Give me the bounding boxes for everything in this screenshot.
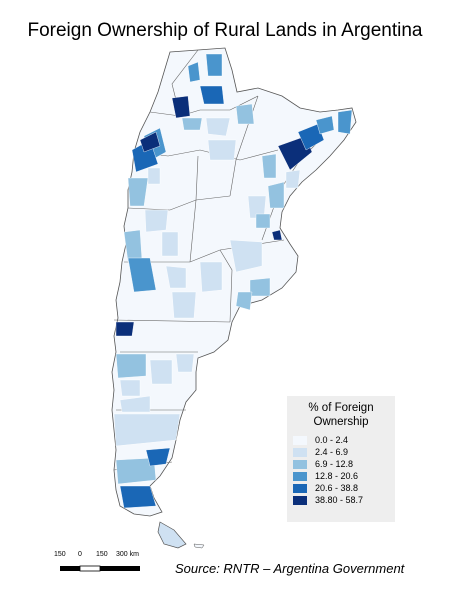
legend-item: 20.6 - 38.8 xyxy=(293,482,395,494)
scale-bar-labels: 150 0 150 300 km xyxy=(54,551,164,561)
legend-item: 38.80 - 58.7 xyxy=(293,494,395,506)
legend-label: 2.4 - 6.9 xyxy=(315,447,349,457)
legend-title-line1: % of Foreign xyxy=(308,402,374,414)
legend-item: 0.0 - 2.4 xyxy=(293,434,395,446)
patch-mid-4 xyxy=(161,231,179,257)
patch-s-1 xyxy=(115,321,135,337)
patch-ne-4 xyxy=(337,109,353,135)
patch-nw-11 xyxy=(205,117,231,137)
patch-s-9 xyxy=(119,485,157,509)
legend-label: 0.0 - 2.4 xyxy=(315,435,349,445)
legend-swatch xyxy=(293,459,307,469)
patch-ne-9 xyxy=(271,229,283,241)
scale-label-2: 150 xyxy=(96,551,108,558)
patch-nw-8 xyxy=(205,53,223,77)
patch-ne-6 xyxy=(267,181,285,209)
patch-nw-10 xyxy=(181,117,203,131)
patch-mid-5 xyxy=(165,265,187,289)
legend-swatch xyxy=(293,447,307,457)
patch-mid-7 xyxy=(199,261,223,293)
legend-label: 20.6 - 38.8 xyxy=(315,483,359,493)
patch-s-3 xyxy=(119,379,141,397)
patch-nw-2 xyxy=(147,167,161,185)
patch-nw-1 xyxy=(127,177,149,207)
legend-item: 6.9 - 12.8 xyxy=(293,458,395,470)
legend-item: 2.4 - 6.9 xyxy=(293,446,395,458)
patch-s-7 xyxy=(115,457,157,485)
patch-mid-3 xyxy=(144,209,169,233)
legend-label: 6.9 - 12.8 xyxy=(315,459,354,469)
choropleth-patches xyxy=(113,53,353,509)
patch-nw-7 xyxy=(187,61,201,83)
legend-label: 38.80 - 58.7 xyxy=(315,495,364,505)
legend-swatch xyxy=(293,483,307,493)
patch-mid-9 xyxy=(249,277,271,297)
legend-swatch xyxy=(293,495,307,505)
island-small xyxy=(193,543,205,549)
scale-bar-seg-2 xyxy=(79,565,101,572)
scale-bar-seg-1 xyxy=(60,566,80,571)
patch-s-2 xyxy=(115,353,147,379)
patch-s-8 xyxy=(145,447,171,467)
patch-s-10 xyxy=(119,395,151,413)
patch-nw-5 xyxy=(139,131,161,153)
map-legend: % of Foreign Ownership 0.0 - 2.4 2.4 - 6… xyxy=(287,396,395,522)
scale-label-3: 300 km xyxy=(116,551,139,558)
patch-s-6 xyxy=(113,413,181,447)
tierra-del-fuego xyxy=(157,521,187,549)
patch-nw-6 xyxy=(171,95,191,119)
legend-title: % of Foreign Ownership xyxy=(287,401,395,429)
patch-nw-12 xyxy=(207,139,237,161)
legend-swatch xyxy=(293,471,307,481)
legend-swatch xyxy=(293,435,307,445)
patch-ne-5 xyxy=(261,153,277,179)
patch-mid-2 xyxy=(127,257,157,293)
patch-ne-8 xyxy=(285,169,301,189)
patch-mid-10 xyxy=(235,291,253,311)
patch-s-5 xyxy=(175,353,195,373)
patch-s-4 xyxy=(149,359,173,385)
source-caption: Source: RNTR – Argentina Government xyxy=(175,561,405,576)
patch-mid-6 xyxy=(171,291,197,319)
scale-label-1: 0 xyxy=(78,551,82,558)
map-title: Foreign Ownership of Rural Lands in Arge… xyxy=(27,20,423,41)
patch-ne-2 xyxy=(297,123,325,151)
scale-bar xyxy=(60,565,140,572)
scale-label-0: 150 xyxy=(54,551,66,558)
legend-item: 12.8 - 20.6 xyxy=(293,470,395,482)
patch-nw-13 xyxy=(235,103,255,125)
patch-ne-10 xyxy=(255,213,271,229)
patch-nw-9 xyxy=(199,85,225,105)
patch-ne-3 xyxy=(315,115,335,135)
legend-title-line2: Ownership xyxy=(313,416,369,428)
patch-mid-8 xyxy=(229,239,263,273)
scale-bar-seg-3 xyxy=(100,566,140,571)
legend-label: 12.8 - 20.6 xyxy=(315,471,359,481)
